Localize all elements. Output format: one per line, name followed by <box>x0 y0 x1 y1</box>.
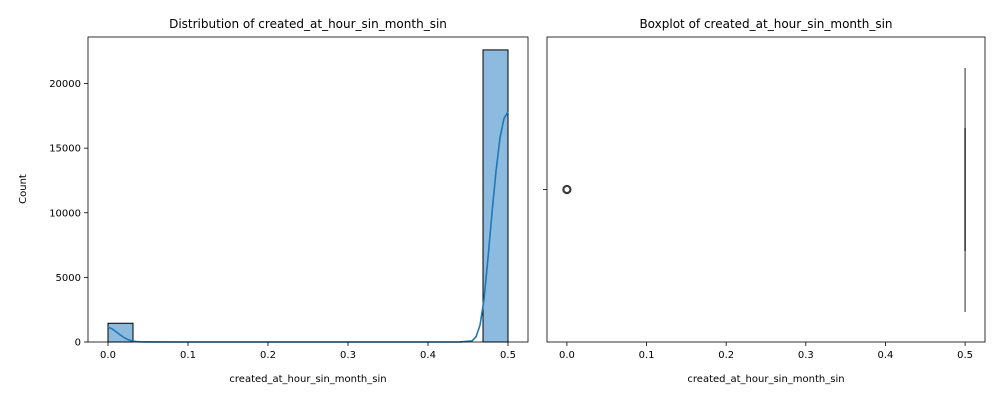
histogram-xlabel: created_at_hour_sin_month_sin <box>229 374 386 385</box>
y-tick-label: 15000 <box>49 144 81 155</box>
kde-curve <box>107 111 509 343</box>
x-tick-label: 0.0 <box>559 350 575 361</box>
histogram-axes-frame <box>87 36 529 343</box>
box-outlier <box>563 186 571 193</box>
boxplot-xlabel: created_at_hour_sin_month_sin <box>687 374 844 385</box>
x-tick-label: 0.2 <box>718 350 734 361</box>
histogram-bar <box>482 49 509 343</box>
y-tick-label: 10000 <box>49 208 81 219</box>
x-tick-label: 0.0 <box>100 350 116 361</box>
x-tick-label: 0.2 <box>260 350 276 361</box>
x-tick-label: 0.3 <box>798 350 814 361</box>
histogram-ylabel: Count <box>18 174 29 204</box>
kde-line <box>107 111 509 343</box>
x-tick-label: 0.4 <box>878 350 894 361</box>
y-tick-label: 0 <box>75 338 81 349</box>
histogram-panel: Distribution of created_at_hour_sin_mont… <box>18 17 529 385</box>
histogram-y-ticks: 0 5000 10000 15000 20000 <box>49 79 88 349</box>
histogram-title: Distribution of created_at_hour_sin_mont… <box>169 17 447 31</box>
boxplot-panel: Boxplot of created_at_hour_sin_month_sin… <box>543 17 986 385</box>
histogram-bar <box>107 322 134 343</box>
x-tick-label: 0.3 <box>340 350 356 361</box>
boxplot-elements <box>562 68 966 312</box>
boxplot-axes-frame <box>546 36 986 343</box>
histogram-x-ticks: 0.0 0.1 0.2 0.3 0.4 0.5 <box>100 342 516 361</box>
y-tick-label: 20000 <box>49 79 81 90</box>
x-tick-label: 0.5 <box>957 350 973 361</box>
x-tick-label: 0.5 <box>500 350 516 361</box>
histogram-bars <box>107 49 509 343</box>
y-tick-label: 5000 <box>56 273 81 284</box>
x-tick-label: 0.1 <box>639 350 655 361</box>
boxplot-title: Boxplot of created_at_hour_sin_month_sin <box>639 17 892 31</box>
x-tick-label: 0.1 <box>180 350 196 361</box>
box-outlier <box>562 184 572 195</box>
x-tick-label: 0.4 <box>420 350 436 361</box>
boxplot-x-ticks: 0.0 0.1 0.2 0.3 0.4 0.5 <box>559 342 973 361</box>
